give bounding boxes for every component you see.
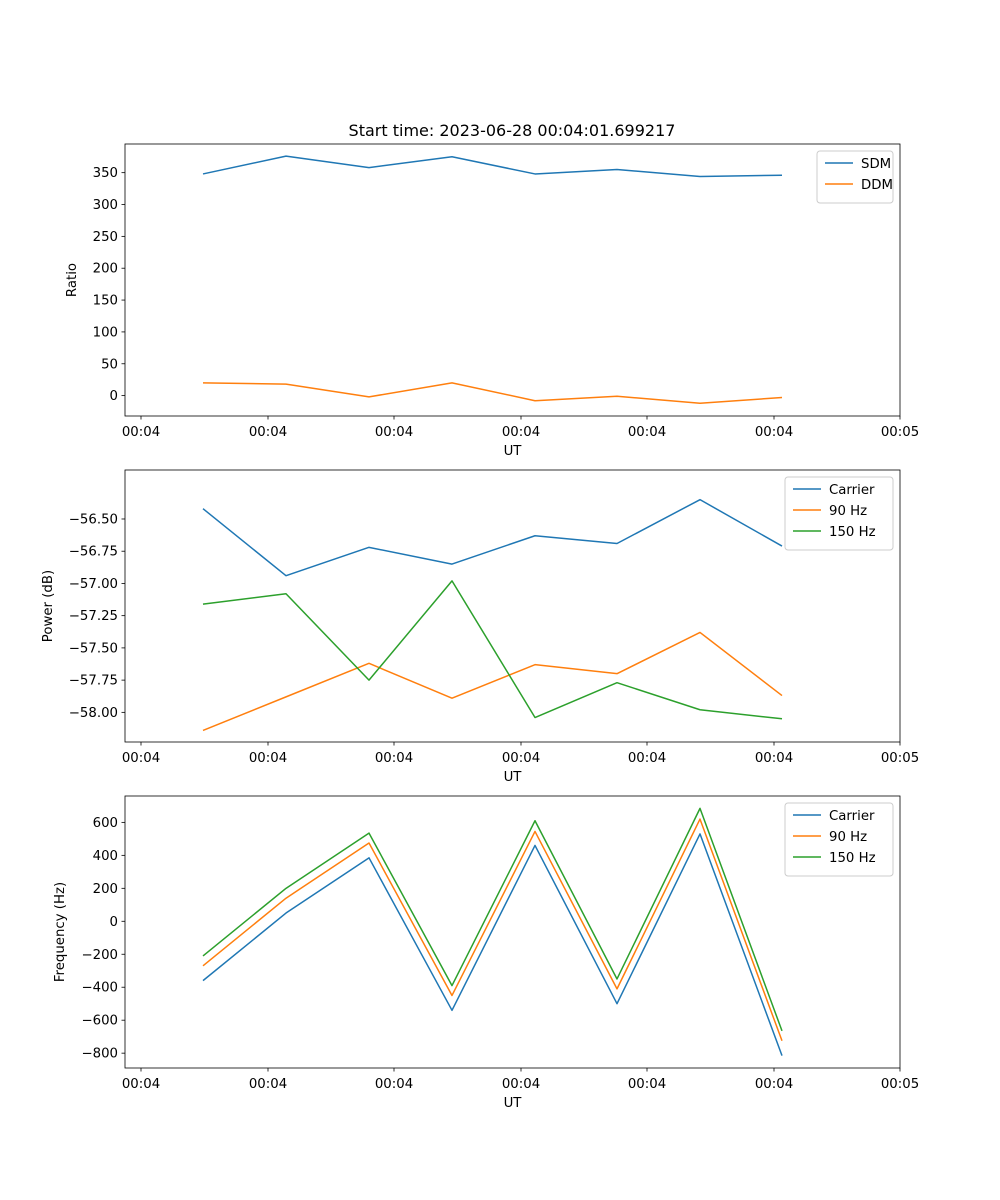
x-tick-label: 00:04 xyxy=(502,425,540,440)
legend-label: Carrier xyxy=(829,483,875,498)
y-tick-label: 200 xyxy=(93,262,118,277)
y-axis-label: Ratio xyxy=(65,263,80,297)
y-tick-label: −58.00 xyxy=(69,706,118,721)
series-line-150-hz xyxy=(202,580,783,720)
y-axis-label: Power (dB) xyxy=(41,570,56,642)
y-tick-label: 250 xyxy=(93,230,118,245)
legend: Carrier 90 Hz 150 Hz xyxy=(784,802,894,877)
x-tick-label: 00:04 xyxy=(375,751,413,766)
y-tick-label: 400 xyxy=(93,849,118,864)
x-tick-label: 00:04 xyxy=(375,1077,413,1092)
x-tick-label: 00:04 xyxy=(122,425,160,440)
x-tick-label: 00:04 xyxy=(122,751,160,766)
y-tick-label: 350 xyxy=(93,166,118,181)
y-tick-label: −57.50 xyxy=(69,641,118,656)
y-tick-label: 150 xyxy=(93,294,118,309)
legend-label: DDM xyxy=(861,178,893,193)
legend-label: 150 Hz xyxy=(829,525,876,540)
y-tick-label: 600 xyxy=(93,816,118,831)
series-line-150-hz xyxy=(202,807,783,1032)
x-tick-label: 00:04 xyxy=(249,1077,287,1092)
y-tick-label: −57.00 xyxy=(69,577,118,592)
y-tick-label: −56.50 xyxy=(69,512,118,527)
axes-frame xyxy=(124,469,901,743)
legend-label: 150 Hz xyxy=(829,851,876,866)
x-tick-label: 00:04 xyxy=(502,1077,540,1092)
x-axis-label: UT xyxy=(504,770,523,785)
legend-label: 90 Hz xyxy=(829,830,867,845)
x-tick-label: 00:04 xyxy=(502,751,540,766)
figure-title: Start time: 2023-06-28 00:04:01.699217 xyxy=(349,121,676,140)
x-axis-label: UT xyxy=(504,1096,523,1111)
y-tick-label: 0 xyxy=(110,389,118,404)
x-tick-label: 00:04 xyxy=(628,1077,666,1092)
legend: SDM DDM xyxy=(816,150,894,204)
series-line-carrier xyxy=(202,833,783,1056)
x-tick-label: 00:04 xyxy=(628,751,666,766)
axes-frame xyxy=(124,795,901,1069)
x-tick-label: 00:05 xyxy=(881,751,919,766)
y-tick-label: −56.75 xyxy=(69,545,118,560)
y-tick-label: −200 xyxy=(81,948,118,963)
legend-label: SDM xyxy=(861,157,891,172)
y-tick-label: −57.75 xyxy=(69,674,118,689)
chart-panel-3: 00:04 00:04 00:04 00:04 00:04 00:04 00:05 −800 −… xyxy=(53,795,919,1111)
y-axis-label: Frequency (Hz) xyxy=(53,882,68,982)
series-line-carrier xyxy=(202,498,783,577)
chart-panel-2: 00:04 00:04 00:04 00:04 00:04 00:04 00:05 −58.0… xyxy=(41,469,919,785)
series-line-90-hz xyxy=(202,631,783,732)
x-tick-label: 00:04 xyxy=(755,1077,793,1092)
y-tick-label: −800 xyxy=(81,1047,118,1062)
legend-box xyxy=(816,150,894,204)
x-tick-label: 00:05 xyxy=(881,425,919,440)
x-tick-label: 00:04 xyxy=(122,1077,160,1092)
y-tick-label: 50 xyxy=(101,357,118,372)
series-line-sdm xyxy=(202,155,783,178)
x-tick-label: 00:04 xyxy=(375,425,413,440)
y-tick-label: 300 xyxy=(93,198,118,213)
y-tick-label: 0 xyxy=(110,915,118,930)
series-line-90-hz xyxy=(202,818,783,1042)
x-tick-label: 00:04 xyxy=(249,425,287,440)
axes-frame xyxy=(124,143,901,417)
x-tick-label: 00:04 xyxy=(755,751,793,766)
x-tick-label: 00:04 xyxy=(755,425,793,440)
legend-label: Carrier xyxy=(829,809,875,824)
legend-label: 90 Hz xyxy=(829,504,867,519)
y-tick-label: 200 xyxy=(93,882,118,897)
chart-panel-1: 00:04 00:04 00:04 00:04 00:04 00:04 00:05 0 50 10… xyxy=(65,143,919,459)
x-tick-label: 00:04 xyxy=(628,425,666,440)
legend: Carrier 90 Hz 150 Hz xyxy=(784,476,894,551)
y-tick-label: 100 xyxy=(93,325,118,340)
x-axis-label: UT xyxy=(504,444,523,459)
y-tick-label: −600 xyxy=(81,1014,118,1029)
y-tick-label: −57.25 xyxy=(69,609,118,624)
x-tick-label: 00:04 xyxy=(249,751,287,766)
x-tick-label: 00:05 xyxy=(881,1077,919,1092)
series-line-ddm xyxy=(202,382,783,405)
y-tick-label: −400 xyxy=(81,981,118,996)
